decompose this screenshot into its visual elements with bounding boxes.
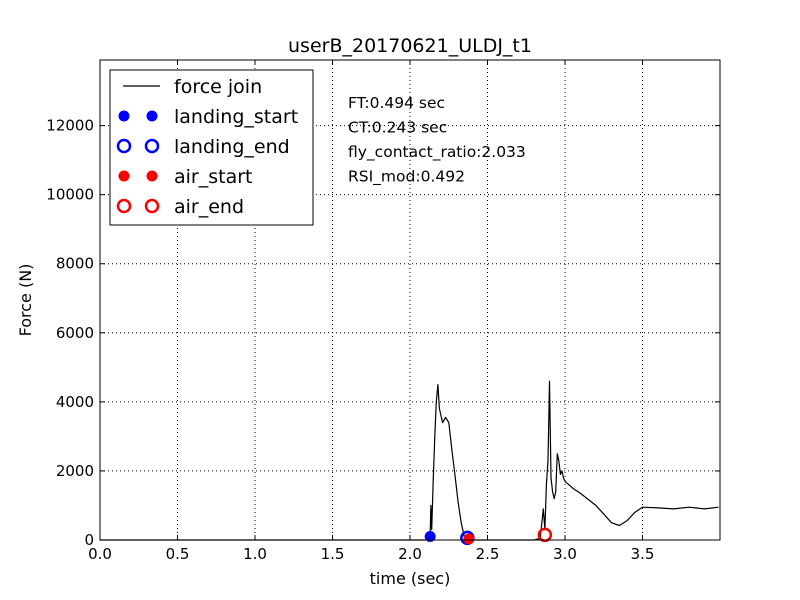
legend-swatch	[144, 198, 160, 214]
legend-label: landing_end	[174, 136, 290, 158]
annotation-text: FT:0.494 sec	[348, 94, 445, 112]
legend-label: landing_start	[174, 106, 298, 128]
legend-label: force join	[174, 76, 262, 98]
x-tick-label: 1.0	[243, 545, 267, 563]
legend-swatch	[118, 110, 130, 122]
y-tick-label: 10000	[46, 186, 94, 204]
x-tick-label: 2.5	[476, 545, 500, 563]
y-tick-label: 8000	[56, 255, 94, 273]
legend-swatch	[146, 170, 158, 182]
y-tick-label: 4000	[56, 393, 94, 411]
annotation-text: RSI_mod:0.492	[348, 168, 465, 187]
marker-landing-start	[424, 531, 436, 543]
metrics-annotations: FT:0.494 sec CT:0.243 sec fly_contact_rati…	[348, 94, 526, 187]
y-tick-label: 12000	[46, 117, 94, 135]
legend-swatch	[118, 170, 130, 182]
x-tick-label: 0.5	[166, 545, 190, 563]
y-axis-ticks: 0 2000 4000 6000 8000 10000 12000	[46, 117, 720, 549]
y-tick-label: 6000	[56, 324, 94, 342]
x-tick-label: 3.0	[553, 545, 577, 563]
series-layer	[100, 380, 719, 546]
legend-label: air_start	[174, 166, 253, 188]
legend: force join landing_start landing_end air_st…	[109, 69, 314, 226]
marker-air-start	[463, 533, 475, 545]
legend-swatch	[144, 138, 160, 154]
series-line-force-join	[100, 380, 719, 541]
legend-label: air_end	[174, 196, 244, 218]
legend-swatch	[116, 198, 132, 214]
x-tick-label: 0.0	[88, 545, 112, 563]
y-tick-label: 0	[84, 531, 94, 549]
legend-swatch	[146, 110, 158, 122]
legend-box	[109, 69, 314, 226]
chart-title: userB_20170621_ULDJ_t1	[288, 35, 532, 57]
legend-swatch	[116, 138, 132, 154]
x-tick-label: 3.5	[631, 545, 655, 563]
marker-air-end	[537, 527, 553, 543]
x-tick-label: 2.0	[398, 545, 422, 563]
annotation-text: CT:0.243 sec	[348, 119, 447, 137]
y-tick-label: 2000	[56, 462, 94, 480]
annotation-text: fly_contact_ratio:2.033	[348, 143, 526, 162]
y-axis-label: Force (N)	[16, 264, 35, 337]
x-axis-ticks: 0.0 0.5 1.0 1.5 2.0 2.5 3.0 3.5	[88, 60, 654, 563]
x-axis-label: time (sec)	[370, 569, 451, 588]
x-tick-label: 1.5	[321, 545, 345, 563]
